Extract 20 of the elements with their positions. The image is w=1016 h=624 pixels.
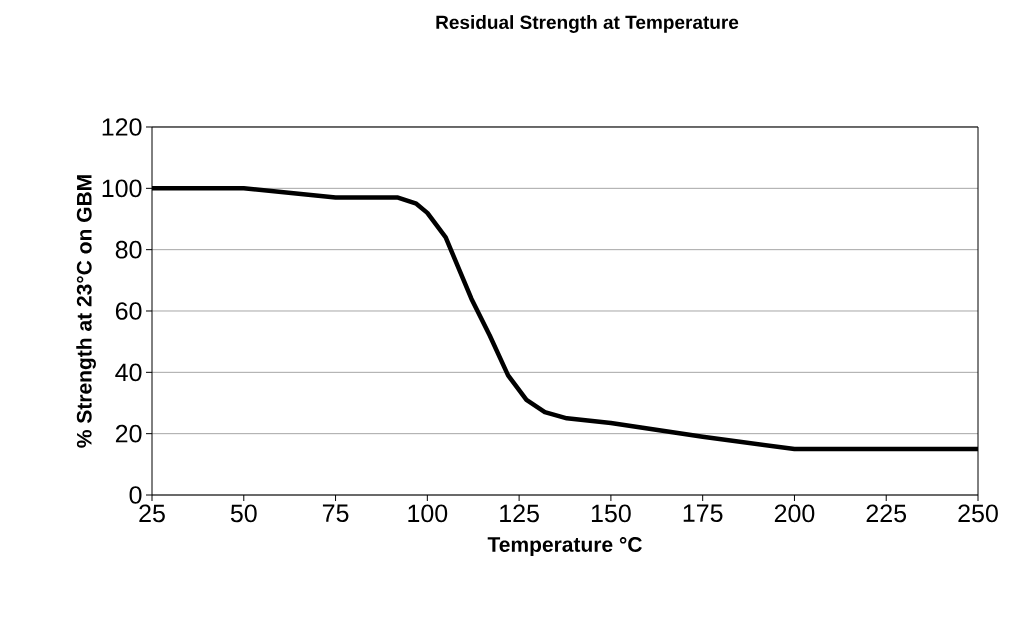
x-tick-label: 100 xyxy=(408,504,448,523)
x-tick-label: 175 xyxy=(683,504,723,522)
x-tick-label: 50 xyxy=(230,504,257,523)
x-tick-label: 225 xyxy=(866,504,907,523)
y-tick-label: 40 xyxy=(115,363,142,382)
x-axis-title: Temperature °C xyxy=(487,537,642,557)
y-tick-label: 0 xyxy=(129,486,142,504)
y-tick-label: 100 xyxy=(102,179,142,198)
chart-title: Residual Strength at Temperature xyxy=(436,15,739,33)
x-tick-label: 125 xyxy=(500,504,539,523)
x-tick-label: 200 xyxy=(774,504,815,523)
y-tick-label: 80 xyxy=(115,240,142,259)
x-tick-label: 150 xyxy=(591,504,631,523)
y-axis-title: % Strength at 23°C on GBM xyxy=(76,175,96,448)
y-tick-label: 60 xyxy=(115,302,142,320)
x-tick-label: 250 xyxy=(958,504,998,523)
x-tick-label: 25 xyxy=(139,504,165,523)
y-tick-label: 120 xyxy=(102,118,142,136)
x-tick-label: 75 xyxy=(322,504,349,522)
y-tick-label: 20 xyxy=(115,424,142,443)
